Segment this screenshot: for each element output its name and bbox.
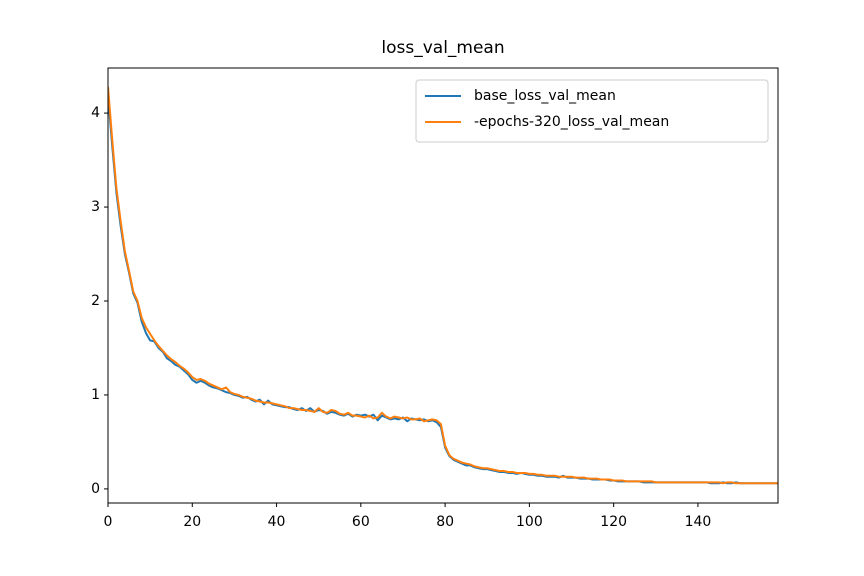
legend-box (415, 79, 769, 143)
x-tick-label: 0 (104, 514, 113, 530)
x-tick-label: 40 (268, 514, 286, 530)
x-tick-label: 80 (436, 514, 454, 530)
y-tick-label: 0 (91, 481, 100, 497)
chart-title: loss_val_mean (381, 38, 504, 58)
line-series (108, 86, 778, 485)
legend-label: base_loss_val_mean (474, 88, 616, 104)
x-tick-label: 20 (183, 514, 201, 530)
x-tick-label: 120 (600, 514, 627, 530)
axes-frame (107, 67, 779, 504)
x-tick-label: 100 (516, 514, 543, 530)
legend-label: -epochs-320_loss_val_mean (474, 114, 669, 130)
line-series (108, 94, 778, 485)
y-tick-label: 4 (91, 105, 100, 121)
x-tick-label: 60 (352, 514, 370, 530)
y-tick-label: 3 (91, 199, 100, 215)
y-tick-label: 2 (91, 293, 100, 309)
plot-lines (108, 86, 778, 485)
y-tick-label: 1 (91, 387, 100, 403)
x-tick-label: 140 (685, 514, 712, 530)
